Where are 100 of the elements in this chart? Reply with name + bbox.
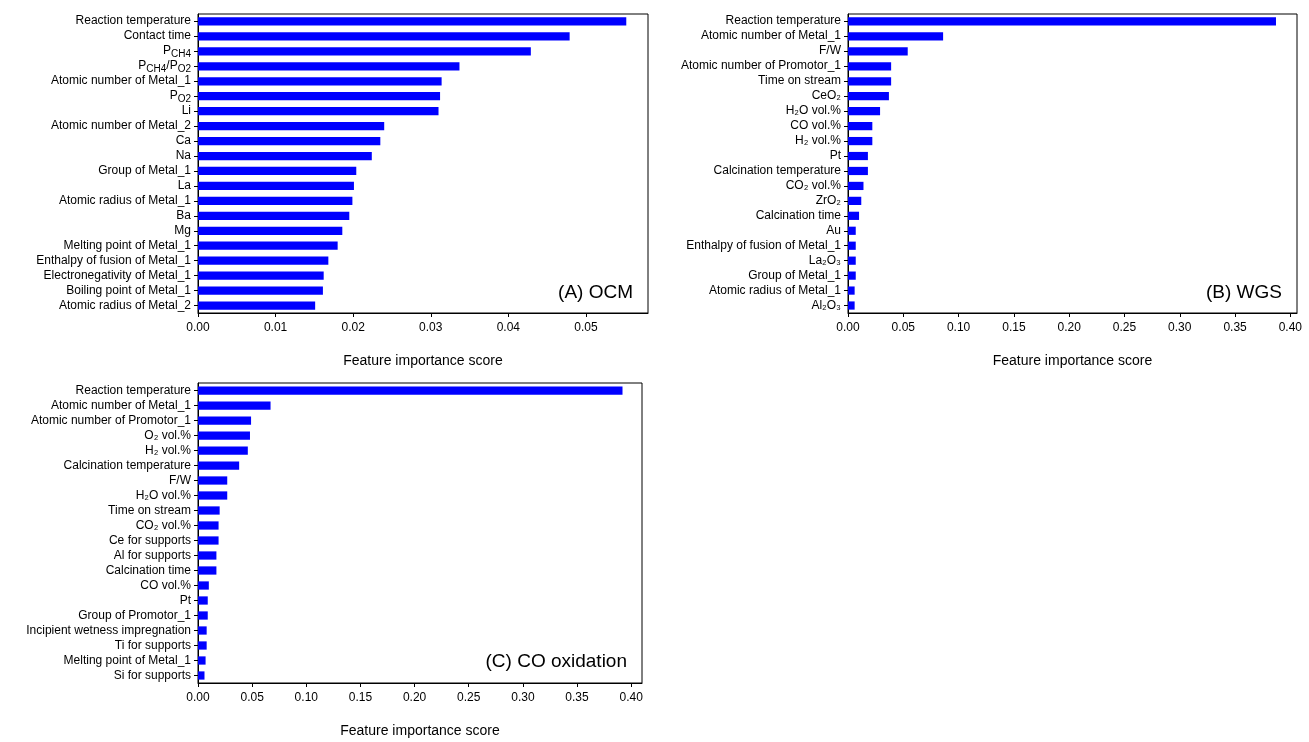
x-tick-label: 0.05: [574, 320, 598, 334]
y-tick-label: Atomic number of Metal_1: [700, 28, 841, 45]
bar: [848, 32, 944, 41]
bar: [848, 77, 892, 86]
bar: [848, 256, 856, 265]
bar: [848, 196, 862, 205]
y-tick-label: Ba: [176, 207, 191, 224]
y-tick-label: Atomic number of Promotor_1: [680, 58, 841, 75]
bar: [198, 17, 627, 26]
bar: [198, 461, 240, 470]
y-tick-label: Al for supports: [113, 547, 191, 564]
y-tick-label: F/W: [819, 43, 841, 60]
bar: [848, 151, 868, 161]
bar: [848, 107, 881, 116]
y-tick-label: La₂O₃: [808, 252, 841, 269]
bar: [848, 17, 1276, 26]
y-tick-label: Group of Metal_1: [748, 267, 841, 284]
bar: [198, 476, 228, 485]
x-tick-label: 0.00: [186, 690, 210, 704]
bar: [198, 256, 329, 265]
y-tick-label: Calcination temperature: [63, 457, 191, 474]
y-tick-label: Atomic radius of Metal_1: [58, 192, 191, 209]
y-tick-label: Calcination temperature: [713, 162, 841, 179]
bar: [198, 566, 217, 575]
bar: [198, 122, 385, 131]
y-tick-label: Contact time: [123, 28, 191, 45]
y-tick-label: CeO₂: [811, 88, 841, 105]
x-tick-label: 0.15: [348, 690, 373, 704]
x-axis-title: Feature importance score: [343, 352, 503, 368]
x-tick-label: 0.40: [1278, 320, 1303, 334]
y-tick-label: Atomic number of Metal_1: [50, 73, 191, 90]
x-tick-label: 0.35: [565, 690, 590, 704]
x-tick-label: 0.01: [263, 320, 288, 334]
bar: [848, 136, 873, 146]
y-tick-label: Atomic number of Promotor_1: [30, 412, 191, 429]
y-tick-label: Atomic number of Metal_2: [50, 118, 191, 135]
y-tick-label: Enthalpy of fusion of Metal_1: [686, 237, 841, 254]
bar: [198, 136, 381, 146]
text: (B) WGS: [1206, 281, 1283, 302]
y-tick-label: P$_{O2}$: [169, 88, 191, 105]
y-tick-label: P$_{CH4}$/P$_{O2}$: [138, 58, 191, 75]
x-axis-title: Feature importance score: [340, 722, 500, 738]
text: (A) OCM: [558, 281, 633, 302]
y-tick-label: Reaction temperature: [75, 382, 191, 399]
y-tick-label: Electronegativity of Metal_1: [43, 267, 191, 284]
y-tick-label: Ce for supports: [108, 532, 191, 549]
y-tick-label: Atomic radius of Metal_1: [708, 282, 841, 299]
x-tick-label: 0.25: [1112, 320, 1137, 334]
bar: [198, 32, 570, 41]
bar: [198, 62, 460, 71]
y-tick-label: Si for supports: [113, 667, 191, 684]
bar: [198, 77, 442, 86]
bar: [198, 151, 372, 161]
bar: [848, 211, 860, 220]
x-tick-label: 0.35: [1223, 320, 1248, 334]
x-tick-label: 0.15: [1002, 320, 1026, 334]
y-tick-label: Melting point of Metal_1: [63, 652, 191, 669]
bar: [198, 401, 271, 410]
y-tick-label: Au: [826, 222, 841, 239]
bar: [198, 226, 343, 235]
bar: [198, 416, 252, 425]
bar: [848, 166, 868, 176]
x-tick-label: 0.10: [946, 320, 971, 334]
y-tick-label: La: [177, 177, 191, 194]
bar: [198, 431, 250, 440]
bar: [198, 166, 357, 176]
y-tick-label: Ca: [175, 133, 191, 150]
y-tick-label: CO vol.%: [790, 118, 841, 135]
y-tick-label: Time on stream: [758, 73, 841, 90]
bar: [198, 641, 207, 650]
x-tick-label: 0.40: [619, 690, 644, 704]
y-tick-label: Reaction temperature: [75, 13, 191, 30]
x-axis-title: Feature importance score: [992, 352, 1153, 368]
bar: [848, 47, 908, 56]
bar: [198, 536, 219, 545]
bar: [198, 581, 209, 590]
x-tick-label: 0.03: [419, 320, 443, 334]
y-tick-label: H₂ vol.%: [144, 442, 191, 459]
y-tick-label: Mg: [174, 222, 191, 239]
bar: [848, 181, 864, 191]
y-tick-label: Pt: [179, 592, 191, 609]
y-tick-label: P$_{CH4}$: [162, 43, 191, 60]
x-tick-label: 0.30: [1168, 320, 1192, 334]
y-tick-label: Calcination time: [105, 562, 191, 579]
y-tick-label: Enthalpy of fusion of Metal_1: [36, 252, 191, 269]
bar: [198, 671, 205, 680]
x-tick-label: 0.02: [341, 320, 366, 334]
x-tick-label: 0.25: [457, 690, 481, 704]
bar: [198, 92, 441, 101]
bar: [848, 271, 856, 280]
x-tick-label: 0.20: [1057, 320, 1082, 334]
y-tick-label: Li: [181, 103, 191, 120]
y-tick-label: O₂ vol.%: [144, 427, 191, 444]
bar: [198, 301, 316, 310]
bar: [848, 92, 889, 101]
y-tick-label: CO₂ vol.%: [785, 177, 841, 194]
bar: [198, 611, 208, 620]
bar: [198, 47, 531, 56]
bar: [198, 286, 323, 295]
bar: [198, 626, 207, 635]
